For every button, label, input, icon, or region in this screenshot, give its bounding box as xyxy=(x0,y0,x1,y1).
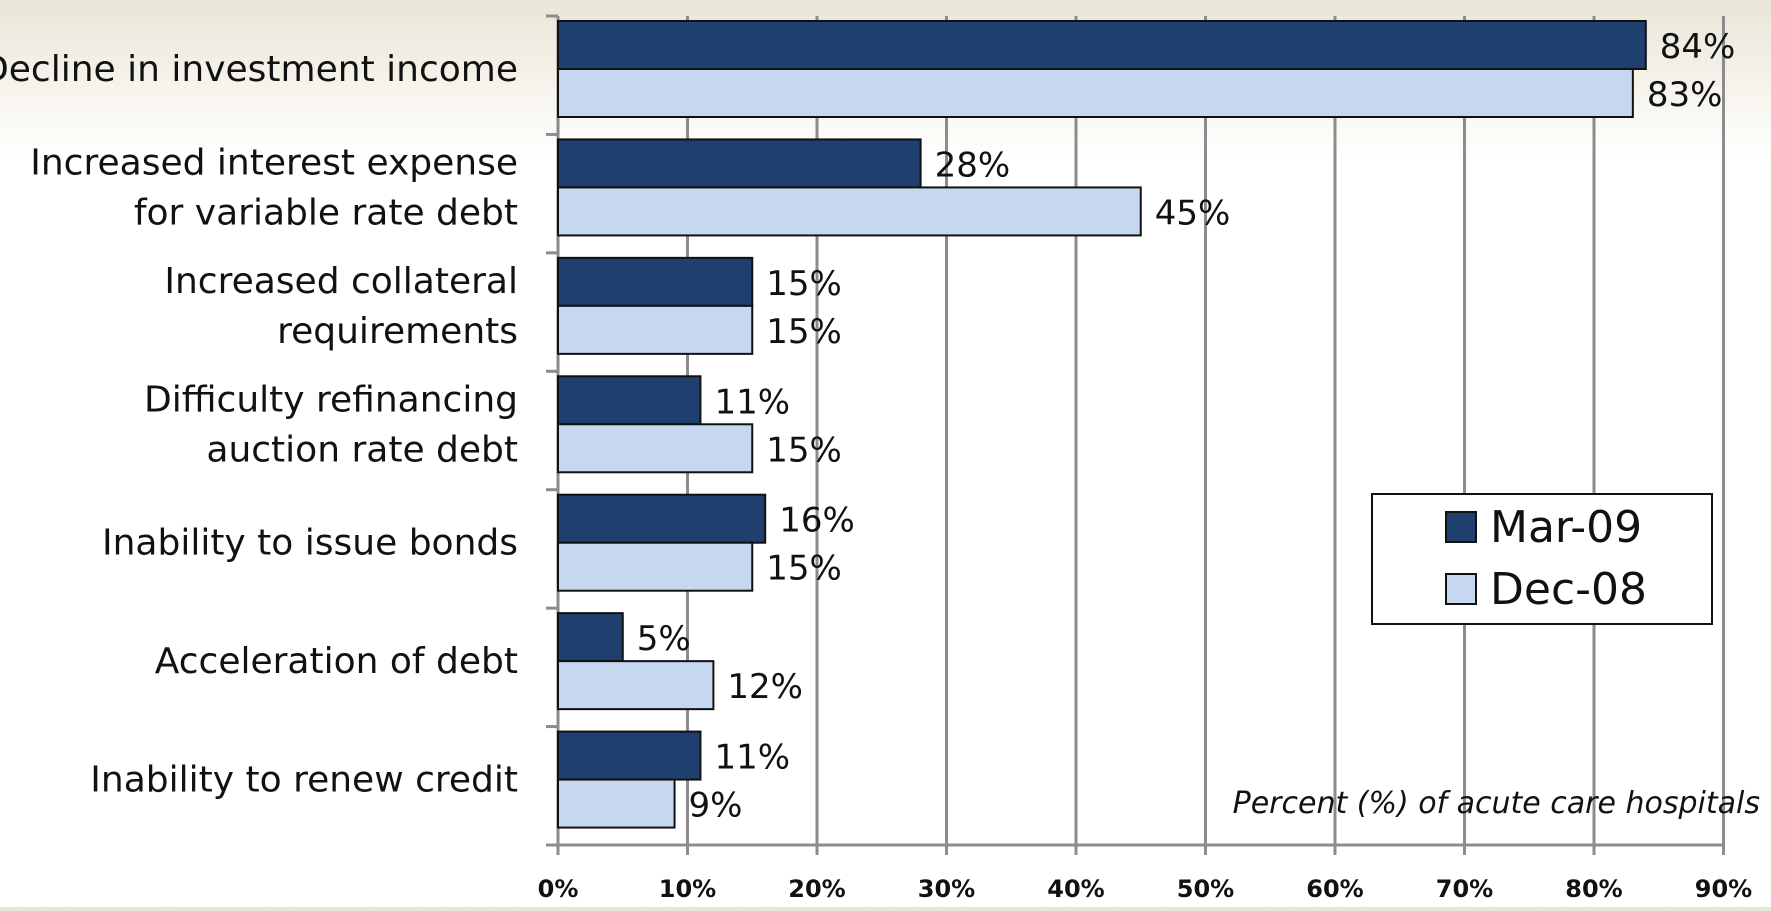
category-label: auction rate debt xyxy=(206,429,518,470)
data-label: 5% xyxy=(637,619,691,659)
bar-mar-09 xyxy=(557,375,702,426)
data-label: 15% xyxy=(766,430,842,470)
data-label: 83% xyxy=(1647,75,1723,115)
data-label: 9% xyxy=(689,786,743,826)
data-label: 11% xyxy=(714,738,790,778)
category-label: Increased collateral xyxy=(164,261,518,302)
category-label: Inability to issue bonds xyxy=(102,523,518,564)
bar-dec-08 xyxy=(557,778,676,829)
bar-mar-09 xyxy=(557,20,1647,70)
data-label: 15% xyxy=(766,312,842,352)
legend-swatch xyxy=(1445,511,1477,543)
category-label: Difficulty refinancing xyxy=(144,379,518,420)
data-label: 16% xyxy=(779,501,855,541)
data-label: 12% xyxy=(727,667,803,707)
data-label: 15% xyxy=(766,264,842,304)
bar-mar-09 xyxy=(557,730,702,781)
x-tick-label: 60% xyxy=(1306,875,1363,903)
x-tick-label: 50% xyxy=(1177,875,1234,903)
category-label: Increased interest expense xyxy=(30,142,518,183)
category-label: for variable rate debt xyxy=(134,192,518,233)
bar-dec-08 xyxy=(557,304,754,355)
bar-mar-09 xyxy=(557,256,754,307)
bar-dec-08 xyxy=(557,68,1634,118)
bar-mar-09 xyxy=(557,138,922,189)
x-tick-label: 30% xyxy=(918,875,975,903)
category-label: Decline in investment income xyxy=(0,49,518,90)
x-tick-label: 20% xyxy=(788,875,845,903)
x-tick-label: 40% xyxy=(1047,875,1104,903)
legend-swatch xyxy=(1445,573,1477,605)
data-label: 11% xyxy=(714,382,790,422)
bar-mar-09 xyxy=(557,612,624,663)
x-tick-label: 0% xyxy=(538,875,579,903)
category-label: requirements xyxy=(277,311,518,352)
bar-dec-08 xyxy=(557,660,715,711)
bar-mar-09 xyxy=(557,493,767,544)
data-label: 15% xyxy=(766,549,842,589)
bar-dec-08 xyxy=(557,186,1142,237)
data-label: 45% xyxy=(1155,193,1231,233)
data-label: 28% xyxy=(935,145,1011,185)
x-tick-label: 80% xyxy=(1565,875,1622,903)
x-tick-label: 70% xyxy=(1436,875,1493,903)
legend-label: Dec-08 xyxy=(1490,564,1647,615)
data-label: 84% xyxy=(1660,27,1736,67)
x-tick-label: 90% xyxy=(1695,875,1752,903)
category-label: Inability to renew credit xyxy=(90,760,518,801)
axis-note: Percent (%) of acute care hospitals xyxy=(1233,786,1760,821)
legend-box xyxy=(1371,493,1713,625)
legend-label: Mar-09 xyxy=(1490,502,1642,553)
bar-dec-08 xyxy=(557,541,754,592)
category-label: Acceleration of debt xyxy=(155,641,518,682)
bar-dec-08 xyxy=(557,423,754,474)
x-tick-label: 10% xyxy=(659,875,716,903)
